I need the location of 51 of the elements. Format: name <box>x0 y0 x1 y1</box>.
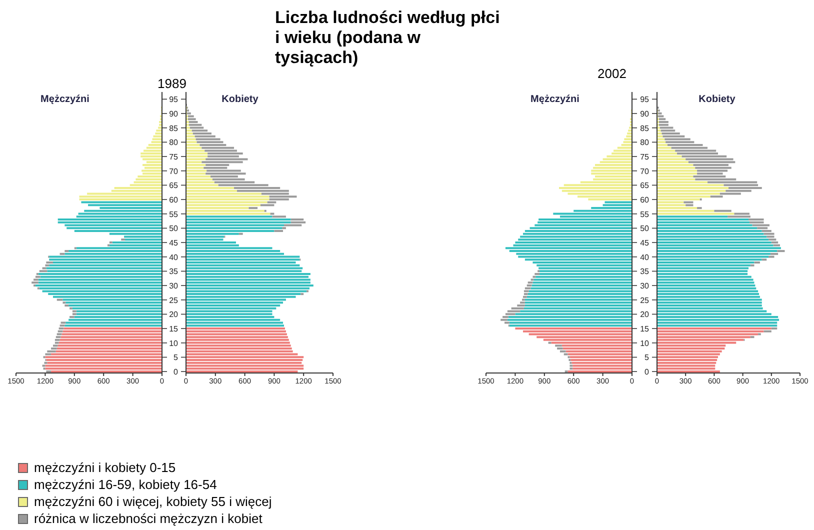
y-tick-label: 55 <box>169 210 179 219</box>
y-tick-label: 95 <box>169 95 179 104</box>
y-tick-label: 20 <box>640 310 650 320</box>
y-tick-label: 90 <box>169 110 179 119</box>
y-tick-label: 70 <box>640 166 650 176</box>
y-tick-label: 40 <box>169 252 179 262</box>
y-tick-label: 40 <box>640 252 650 262</box>
legend-label: mężczyźni i kobiety 0-15 <box>34 460 176 475</box>
y-tick-label: 80 <box>640 138 650 148</box>
annotation: Mężczyźni <box>40 94 90 105</box>
legend-label: mężczyźni 60 i więcej, kobiety 55 i więcej <box>34 494 272 509</box>
y-tick-label: 90 <box>640 110 650 119</box>
y-tick-label: 55 <box>640 210 650 219</box>
annotation: Kobiety <box>220 94 260 105</box>
y-tick-label: 70 <box>169 166 179 176</box>
y-tick-label: 0 <box>174 368 179 377</box>
y-tick-label: 65 <box>169 181 179 190</box>
y-tick-label: 75 <box>169 152 179 162</box>
chart-subtitle: 1989 <box>156 76 188 91</box>
legend-label: różnica w liczebności mężczyzn i kobiet <box>34 511 262 526</box>
y-tick-label: 60 <box>169 196 179 205</box>
y-tick-label: 5 <box>644 353 650 362</box>
y-tick-label: 95 <box>640 95 650 104</box>
y-tick-label: 35 <box>640 267 650 276</box>
y-tick-label: 45 <box>640 238 650 248</box>
y-tick-label: 5 <box>174 353 179 362</box>
y-tick-label: 75 <box>640 152 650 162</box>
y-tick-label: 20 <box>169 310 179 320</box>
y-tick-label: 50 <box>169 224 179 234</box>
y-tick-label: 25 <box>640 296 650 305</box>
y-tick-label: 85 <box>640 124 650 133</box>
y-tick-label: 35 <box>169 267 179 276</box>
y-tick-label: 80 <box>169 138 179 148</box>
y-tick-label: 15 <box>640 324 650 334</box>
y-tick-label: 85 <box>169 124 179 133</box>
y-tick-label: 10 <box>640 338 650 348</box>
text: Liczba ludności według płci i wieku (podana w tysiącach) <box>275 8 501 68</box>
y-tick-label: 25 <box>169 296 179 305</box>
y-tick-label: 10 <box>169 338 179 348</box>
y-tick-label: 65 <box>640 181 650 190</box>
y-tick-label: 45 <box>169 238 179 248</box>
y-tick-label: 15 <box>169 324 179 334</box>
y-tick-label: 0 <box>644 368 650 377</box>
y-tick-label: 50 <box>640 224 650 234</box>
annotation: Kobiety <box>698 94 736 105</box>
y-tick-label: 60 <box>640 196 650 205</box>
y-tick-label: 30 <box>640 282 650 291</box>
legend-label: mężczyźni 16-59, kobiety 16-54 <box>34 477 217 492</box>
y-tick-label: 30 <box>169 282 179 291</box>
chart-subtitle: 2002 <box>596 66 628 81</box>
annotation: Mężczyźni <box>530 94 580 105</box>
